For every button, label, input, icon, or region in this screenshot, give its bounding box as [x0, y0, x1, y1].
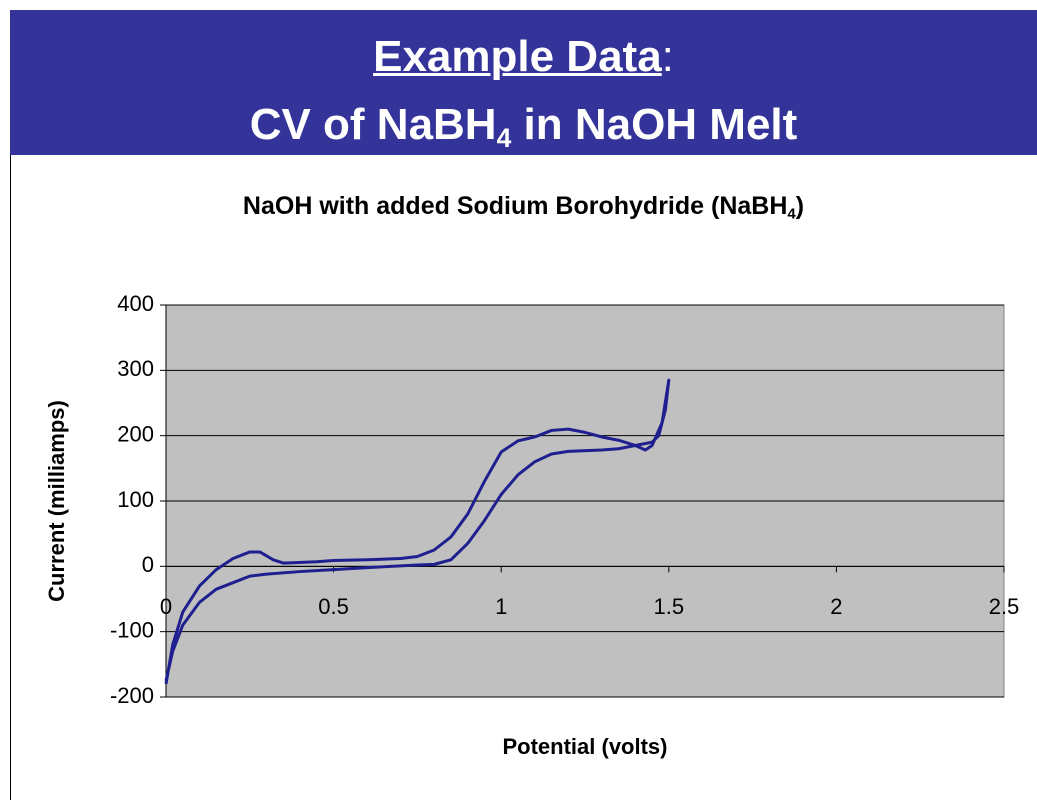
x-tick-label: 0	[160, 594, 172, 619]
y-tick-label: 200	[117, 421, 154, 446]
y-tick-label: 0	[142, 552, 154, 577]
cv-line	[164, 378, 671, 685]
x-tick-label: 2	[830, 594, 842, 619]
title-subscript: 4	[496, 122, 512, 153]
title-main: Example Data	[373, 32, 662, 81]
y-tick-label: -200	[110, 683, 154, 708]
y-axis-label: Current (milliamps)	[44, 400, 69, 602]
chart-title-subscript: 4	[787, 205, 796, 223]
title-colon: :	[661, 32, 674, 81]
title-line-1: Example Data:	[10, 32, 1037, 82]
chart-title-text: NaOH with added Sodium Borohydride (NaBH	[242, 192, 788, 220]
title-text: in NaOH Melt	[511, 100, 798, 149]
x-tick-label: 1.5	[654, 594, 685, 619]
title-line-2: CV of NaBH4 in NaOH Melt	[10, 100, 1037, 154]
y-tick-label: 400	[117, 291, 154, 316]
chart-title-text: )	[795, 192, 805, 220]
slide-frame	[10, 155, 11, 800]
chart-title: NaOH with added Sodium Borohydride (NaBH…	[10, 192, 1037, 223]
x-tick-label: 2.5	[989, 594, 1020, 619]
title-band: Example Data: CV of NaBH4 in NaOH Melt	[10, 10, 1037, 155]
y-tick-label: -100	[110, 617, 154, 642]
y-tick-label: 100	[117, 487, 154, 512]
title-text: CV of NaBH	[249, 100, 497, 149]
x-axis-label: Potential (volts)	[502, 734, 667, 759]
x-tick-label: 1	[495, 594, 507, 619]
x-tick-label: 0.5	[318, 594, 349, 619]
y-tick-label: 300	[117, 356, 154, 381]
